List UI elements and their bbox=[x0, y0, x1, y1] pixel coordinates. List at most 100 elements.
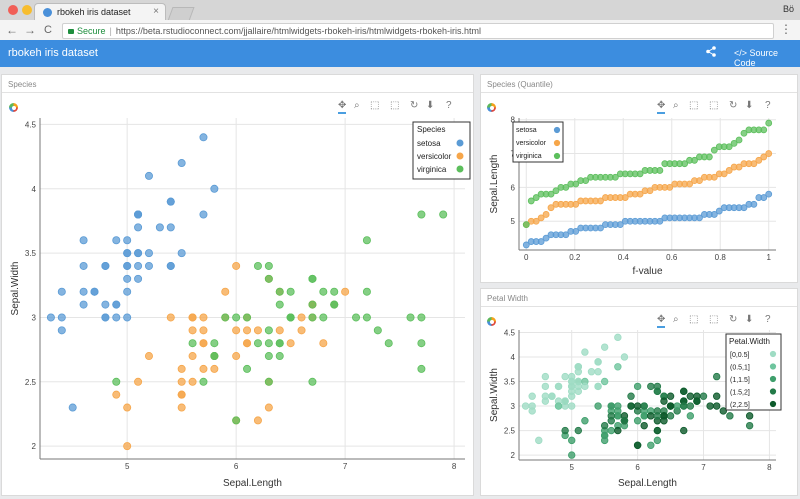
data-point-setosa bbox=[166, 261, 175, 270]
help-icon[interactable]: ? bbox=[765, 314, 771, 325]
pan-icon[interactable]: ✥ bbox=[657, 100, 666, 114]
wheel-zoom-icon[interactable]: ⌕ bbox=[673, 100, 679, 111]
x-tick-label: 5 bbox=[125, 462, 130, 471]
data-point-virginica bbox=[362, 287, 371, 296]
data-point-setosa bbox=[57, 287, 66, 296]
quantile-chart[interactable]: 00.20.40.60.815678f-valueSepal.Lengthset… bbox=[481, 95, 797, 282]
data-point bbox=[653, 382, 662, 391]
profile-button[interactable]: Bö bbox=[782, 4, 794, 14]
x-axis-label: Sepal.Length bbox=[223, 478, 282, 489]
data-point-virginica bbox=[308, 377, 317, 386]
data-point-virginica bbox=[264, 274, 273, 283]
data-point bbox=[633, 382, 642, 391]
address-bar-row: ← → C Secure | https://beta.rstudioconnect… bbox=[0, 20, 800, 41]
x-tick-label: 0.8 bbox=[715, 253, 727, 262]
data-point-setosa bbox=[740, 204, 748, 212]
share-icon[interactable] bbox=[706, 46, 716, 60]
bokeh-logo-icon[interactable] bbox=[487, 103, 496, 112]
data-point-virginica bbox=[765, 119, 773, 127]
data-point-virginica bbox=[112, 377, 121, 386]
pan-icon[interactable]: ✥ bbox=[338, 100, 347, 114]
save-icon[interactable]: ⬇ bbox=[426, 100, 435, 111]
bokeh-logo-icon[interactable] bbox=[487, 317, 496, 326]
data-point-virginica bbox=[243, 313, 252, 322]
data-point-setosa bbox=[166, 223, 175, 232]
box-zoom-icon[interactable]: ⬚ bbox=[370, 100, 380, 111]
data-point-virginica bbox=[417, 313, 426, 322]
data-point bbox=[745, 412, 754, 420]
box-zoom-icon[interactable]: ⬚ bbox=[689, 100, 699, 111]
legend-label: versicolor bbox=[516, 140, 547, 147]
petal-chart[interactable]: 5 6 7 8 2 2.5 3 3.5 4 4.5 Sepal.Length Sepal.Width P… bbox=[481, 309, 797, 495]
data-point-virginica bbox=[264, 339, 273, 348]
data-point-versicolor bbox=[547, 204, 555, 212]
new-tab-button[interactable] bbox=[167, 7, 195, 21]
y-tick-label: 3 bbox=[32, 313, 37, 322]
data-point-versicolor bbox=[297, 313, 306, 322]
bokeh-logo-icon[interactable] bbox=[9, 103, 18, 112]
data-point-virginica bbox=[735, 136, 743, 144]
data-point-setosa bbox=[155, 223, 164, 232]
data-point-versicolor bbox=[542, 211, 550, 218]
tab-close-icon[interactable]: × bbox=[153, 6, 159, 17]
box-zoom-icon[interactable]: ⬚ bbox=[689, 314, 699, 325]
browser-menu-icon[interactable]: ⋮ bbox=[780, 22, 792, 36]
data-point bbox=[653, 412, 662, 420]
data-point-setosa bbox=[616, 221, 624, 229]
help-icon[interactable]: ? bbox=[446, 100, 452, 111]
data-point-setosa bbox=[68, 403, 77, 412]
wheel-zoom-icon[interactable]: ⌕ bbox=[673, 314, 679, 325]
data-point-versicolor bbox=[725, 167, 733, 174]
data-point-virginica bbox=[308, 313, 317, 322]
data-point-setosa bbox=[210, 184, 219, 193]
y-tick-label: 2 bbox=[511, 451, 516, 460]
data-point-virginica bbox=[522, 221, 530, 229]
close-window-button[interactable] bbox=[8, 5, 18, 15]
x-tick-label: 0.4 bbox=[618, 253, 630, 262]
app-title: rbokeh iris dataset bbox=[8, 47, 98, 59]
data-point bbox=[561, 372, 569, 381]
reload-icon[interactable]: C bbox=[44, 24, 52, 36]
data-point bbox=[633, 402, 642, 410]
reset-icon[interactable]: ↻ bbox=[729, 314, 738, 325]
save-icon[interactable]: ⬇ bbox=[745, 100, 754, 111]
data-point bbox=[712, 392, 721, 400]
url-field[interactable]: Secure | https://beta.rstudioconnect.com/j… bbox=[62, 23, 774, 39]
box-select-icon[interactable]: ⬚ bbox=[709, 100, 719, 111]
data-point-versicolor bbox=[532, 217, 540, 225]
data-point-setosa bbox=[57, 326, 66, 335]
browser-tab[interactable]: rbokeh iris dataset × bbox=[34, 3, 166, 21]
data-point-versicolor bbox=[264, 403, 273, 412]
data-point-setosa bbox=[715, 207, 723, 215]
data-point-versicolor bbox=[755, 156, 763, 164]
help-icon[interactable]: ? bbox=[765, 100, 771, 111]
source-code-button[interactable]: </> Source Code bbox=[734, 48, 800, 68]
save-icon[interactable]: ⬇ bbox=[745, 314, 754, 325]
wheel-zoom-icon[interactable]: ⌕ bbox=[354, 100, 360, 111]
data-point bbox=[614, 363, 622, 371]
data-point bbox=[686, 402, 695, 410]
minimize-window-button[interactable] bbox=[22, 5, 32, 15]
x-tick-label: 0.2 bbox=[569, 253, 581, 262]
species-chart[interactable]: 5 6 7 8 2 2.5 3 3.5 4 4.5 Sepal.Length Sepal.Width S… bbox=[2, 95, 473, 495]
data-point-virginica bbox=[384, 339, 393, 348]
data-point-setosa bbox=[522, 241, 530, 249]
data-point bbox=[680, 402, 688, 410]
legend-swatch bbox=[769, 388, 777, 395]
box-select-icon[interactable]: ⬚ bbox=[709, 314, 719, 325]
data-point bbox=[554, 382, 563, 391]
data-point bbox=[633, 417, 642, 425]
data-point bbox=[712, 402, 721, 410]
data-point bbox=[594, 382, 602, 391]
reset-icon[interactable]: ↻ bbox=[729, 100, 738, 111]
data-point bbox=[561, 426, 569, 435]
forward-icon[interactable]: → bbox=[24, 23, 36, 37]
legend-swatch bbox=[769, 350, 777, 358]
panel-title: Species bbox=[8, 80, 37, 89]
back-icon[interactable]: ← bbox=[6, 23, 18, 37]
box-select-icon[interactable]: ⬚ bbox=[390, 100, 400, 111]
legend-swatch bbox=[553, 139, 561, 147]
reset-icon[interactable]: ↻ bbox=[410, 100, 419, 111]
pan-icon[interactable]: ✥ bbox=[657, 314, 666, 328]
data-point bbox=[627, 392, 635, 400]
